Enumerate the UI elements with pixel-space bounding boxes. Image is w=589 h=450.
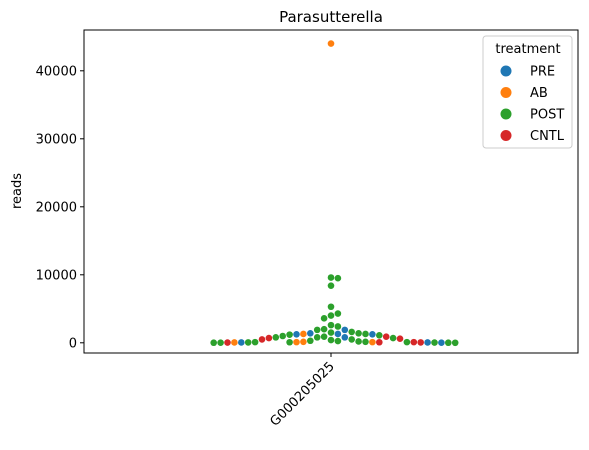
legend-label-post: POST — [530, 108, 564, 123]
point-post — [327, 321, 335, 329]
point-post — [210, 339, 217, 347]
point-post — [217, 339, 224, 346]
point-post — [320, 315, 328, 322]
point-pre — [341, 334, 349, 341]
point-post — [334, 310, 342, 317]
point-cntl — [265, 334, 273, 342]
point-ab — [231, 339, 238, 346]
point-cntl — [410, 338, 418, 346]
point-post — [244, 339, 252, 346]
point-cntl — [382, 333, 390, 340]
chart-title: Parasutterella — [279, 8, 383, 26]
point-post — [355, 338, 362, 345]
point-post — [334, 337, 342, 345]
y-axis-label: reads — [10, 173, 25, 209]
y-tick-label: 10000 — [36, 268, 77, 283]
point-post — [445, 339, 452, 347]
point-post — [327, 336, 335, 344]
point-post — [251, 338, 259, 346]
legend-marker-pre — [500, 65, 512, 77]
legend-marker-post — [500, 108, 512, 120]
point-post — [334, 323, 342, 330]
point-post — [327, 274, 335, 281]
point-post — [348, 336, 356, 343]
point-post — [313, 326, 321, 334]
point-post — [327, 282, 335, 289]
point-post — [279, 332, 287, 340]
point-post — [327, 312, 335, 319]
legend-title: treatment — [495, 42, 560, 57]
point-pre — [334, 330, 342, 338]
point-post — [327, 303, 335, 311]
y-axis: 0 10000 20000 30000 40000 — [36, 64, 84, 351]
point-pre — [424, 339, 431, 346]
point-post — [403, 338, 411, 346]
point-post — [320, 325, 328, 333]
point-pre — [293, 331, 300, 338]
point-post — [348, 328, 356, 336]
legend-marker-ab — [500, 87, 512, 98]
point-pre — [438, 339, 445, 346]
point-pre — [307, 329, 314, 337]
point-ab — [300, 330, 307, 338]
point-cntl — [417, 339, 425, 346]
legend-marker-cntl — [500, 130, 512, 141]
point-post — [376, 332, 383, 339]
point-post — [451, 339, 459, 347]
point-cntl — [224, 339, 231, 346]
point-post — [334, 274, 342, 282]
y-tick-label: 30000 — [36, 132, 77, 147]
point-cntl — [396, 335, 404, 343]
point-post — [327, 329, 335, 336]
point-post — [307, 337, 314, 345]
x-axis: G000205025 — [267, 353, 338, 430]
legend-box — [482, 35, 573, 149]
point-post — [286, 338, 293, 346]
point-cntl — [258, 336, 266, 343]
point-post — [362, 330, 369, 338]
point-pre — [369, 331, 376, 338]
legend-items: PRE AB POST CNTL — [500, 65, 565, 144]
point-post — [389, 334, 397, 342]
point-pre — [238, 339, 245, 346]
data-points — [210, 40, 459, 347]
y-tick-label: 20000 — [36, 200, 77, 215]
point-post — [320, 333, 328, 340]
point-post — [431, 339, 438, 346]
legend-label-pre: PRE — [530, 65, 555, 80]
legend-label-cntl: CNTL — [530, 129, 565, 144]
point-cntl — [376, 338, 383, 346]
point-ab — [293, 338, 300, 346]
point-ab — [327, 40, 335, 47]
point-ab — [300, 338, 307, 346]
point-post — [362, 338, 369, 346]
point-pre — [341, 326, 349, 334]
x-tick-label: G000205025 — [267, 359, 337, 429]
legend: treatment PRE AB POST CNTL — [482, 35, 573, 149]
point-ab — [369, 338, 376, 346]
legend-label-ab: AB — [530, 86, 548, 101]
y-tick-label: 40000 — [36, 64, 77, 79]
point-post — [313, 334, 321, 341]
point-post — [286, 331, 293, 338]
point-post — [355, 329, 362, 337]
point-post — [272, 334, 280, 341]
y-tick-label: 0 — [69, 336, 77, 351]
